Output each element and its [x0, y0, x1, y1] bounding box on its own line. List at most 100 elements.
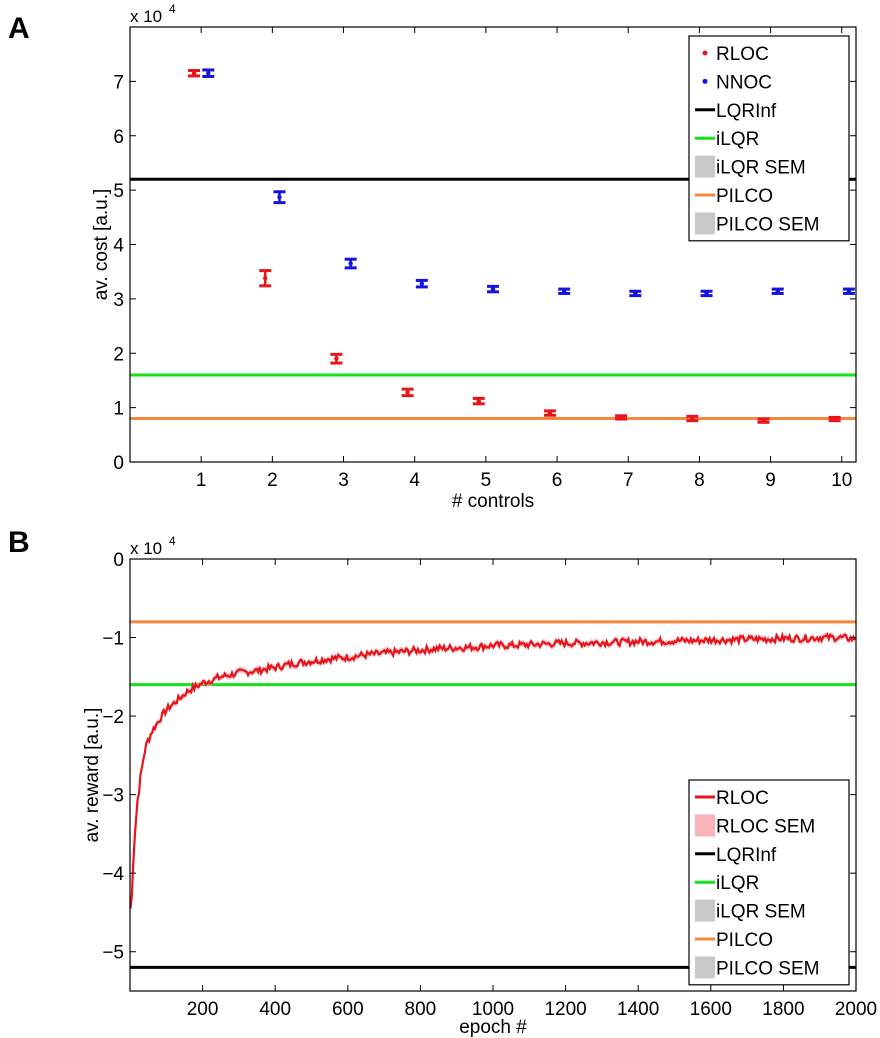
nnoc-point: [487, 284, 499, 294]
data-point: [633, 291, 638, 296]
nnoc-point: [273, 190, 286, 205]
rloc-point: [828, 415, 841, 423]
panel-a-letter: A: [8, 12, 30, 45]
x-tick-label: 1400: [617, 999, 659, 1020]
legend-entry-pilco-sem: PILCO SEM: [695, 212, 819, 235]
x-tick-label: 6: [552, 470, 563, 491]
legend-entry-pilco: PILCO: [695, 186, 773, 207]
nnoc-point: [202, 68, 215, 78]
y-axis-label: av. reward [a.u.]: [82, 708, 103, 843]
y-tick-label: −2: [102, 707, 124, 728]
x-tick-label: 600: [332, 999, 364, 1020]
x-tick-label: 2000: [835, 999, 877, 1020]
legend-label: NNOC: [716, 72, 772, 93]
x-tick-label: 1200: [544, 999, 586, 1020]
legend-box: [688, 779, 850, 986]
legend-entry-rloc-sem: RLOC SEM: [695, 814, 815, 837]
legend-entry-pilco-sem: PILCO SEM: [695, 956, 819, 979]
legend-entry-ilqr-sem: iLQR SEM: [695, 899, 806, 923]
data-point: [348, 261, 353, 266]
rloc-point: [686, 414, 699, 423]
data-point: [704, 291, 709, 296]
y-tick-label: 6: [113, 127, 124, 148]
rloc-point: [259, 269, 272, 288]
x-tick-label: 200: [187, 999, 219, 1020]
data-point: [690, 416, 695, 421]
panel-a-chart: 1 2 3 4 5 6 7 8 9 10 0 1 2 3 4 5 6 7 x 10 4 # controls av. co…: [91, 2, 857, 512]
legend-marker: [702, 50, 708, 56]
nnoc-point: [629, 289, 642, 298]
y-tick-label: 7: [113, 72, 124, 93]
x-tick-label: 2: [267, 470, 278, 491]
data-point: [832, 416, 837, 422]
nnoc-point: [700, 289, 713, 298]
legend-entry-rloc: RLOC: [702, 44, 769, 65]
legend-label: PILCO: [716, 186, 773, 207]
x-tick-label: 1800: [762, 999, 804, 1020]
legend-patch: [695, 956, 715, 979]
legend-entry-lqrinf: LQRInf: [695, 845, 777, 866]
legend-label: RLOC: [716, 788, 769, 809]
y-tick-label: −5: [102, 943, 124, 964]
data-point: [191, 71, 197, 76]
nnoc-point: [842, 287, 855, 295]
legend-patch: [695, 212, 715, 235]
x-tick-label: 4: [409, 470, 420, 491]
legend-label: PILCO: [716, 930, 773, 951]
legend-entry-nnoc: NNOC: [702, 72, 772, 93]
legend-entry-ilqr: iLQR: [695, 873, 759, 894]
legend-label: iLQR: [716, 129, 759, 150]
data-point: [334, 356, 339, 361]
rloc-point: [757, 417, 770, 424]
x-axis-label: epoch #: [459, 1017, 527, 1038]
x-tick-label: 10: [831, 470, 852, 491]
rloc-point: [472, 396, 485, 406]
data-point: [561, 289, 567, 294]
x-tick-label: 1600: [690, 999, 732, 1020]
legend-patch: [695, 814, 715, 837]
legend-patch: [695, 155, 715, 178]
legend-entry-lqrinf: LQRInf: [695, 101, 777, 122]
legend-label: iLQR SEM: [716, 902, 806, 923]
y-axis-label: av. cost [a.u.]: [91, 189, 112, 301]
x-tick-label: 1: [196, 470, 207, 491]
x-tick-label: 1000: [472, 999, 514, 1020]
legend-label: LQRInf: [716, 845, 777, 866]
legend-patch: [695, 899, 715, 922]
legend-label: PILCO SEM: [716, 214, 819, 235]
legend-label: LQRInf: [716, 101, 777, 122]
legend-label: RLOC SEM: [716, 816, 815, 837]
nnoc-point: [415, 278, 428, 289]
y-tick-label: 2: [113, 344, 124, 365]
rloc-series-line: [129, 631, 856, 909]
y-tick-label: −1: [102, 629, 124, 650]
rloc-point: [615, 414, 628, 421]
y-tick-label: 4: [113, 236, 124, 257]
y-scale-label: x 10: [130, 539, 162, 558]
data-point: [846, 289, 852, 294]
x-tick-label: 7: [623, 470, 634, 491]
legend-label: PILCO SEM: [716, 958, 819, 979]
x-tick-label: 9: [765, 470, 776, 491]
y-scale-label: x 10: [130, 7, 162, 26]
rloc-point: [401, 387, 414, 398]
legend-label: iLQR SEM: [716, 158, 806, 179]
y-tick-label: −4: [102, 864, 124, 885]
y-tick-label: −3: [102, 786, 124, 807]
data-point: [490, 286, 496, 292]
rloc-point: [330, 352, 343, 365]
legend-entry-ilqr: iLQR: [695, 129, 759, 150]
nnoc-point: [344, 257, 357, 270]
legend-entry-ilqr-sem: iLQR SEM: [695, 155, 806, 179]
data-point: [419, 281, 425, 286]
data-point: [206, 71, 211, 76]
legend-entry-rloc: RLOC: [695, 788, 769, 809]
panel-b-letter: B: [8, 526, 30, 559]
panel-b-chart: 200 400 600 800 1000 1200 1400 1600 1800 2000 0 −1 −…: [82, 534, 877, 1038]
x-tick-label: 3: [338, 470, 349, 491]
legend-box: [688, 35, 850, 242]
y-tick-label: 0: [113, 453, 124, 474]
data-point: [263, 276, 268, 281]
x-tick-label: 8: [694, 470, 705, 491]
